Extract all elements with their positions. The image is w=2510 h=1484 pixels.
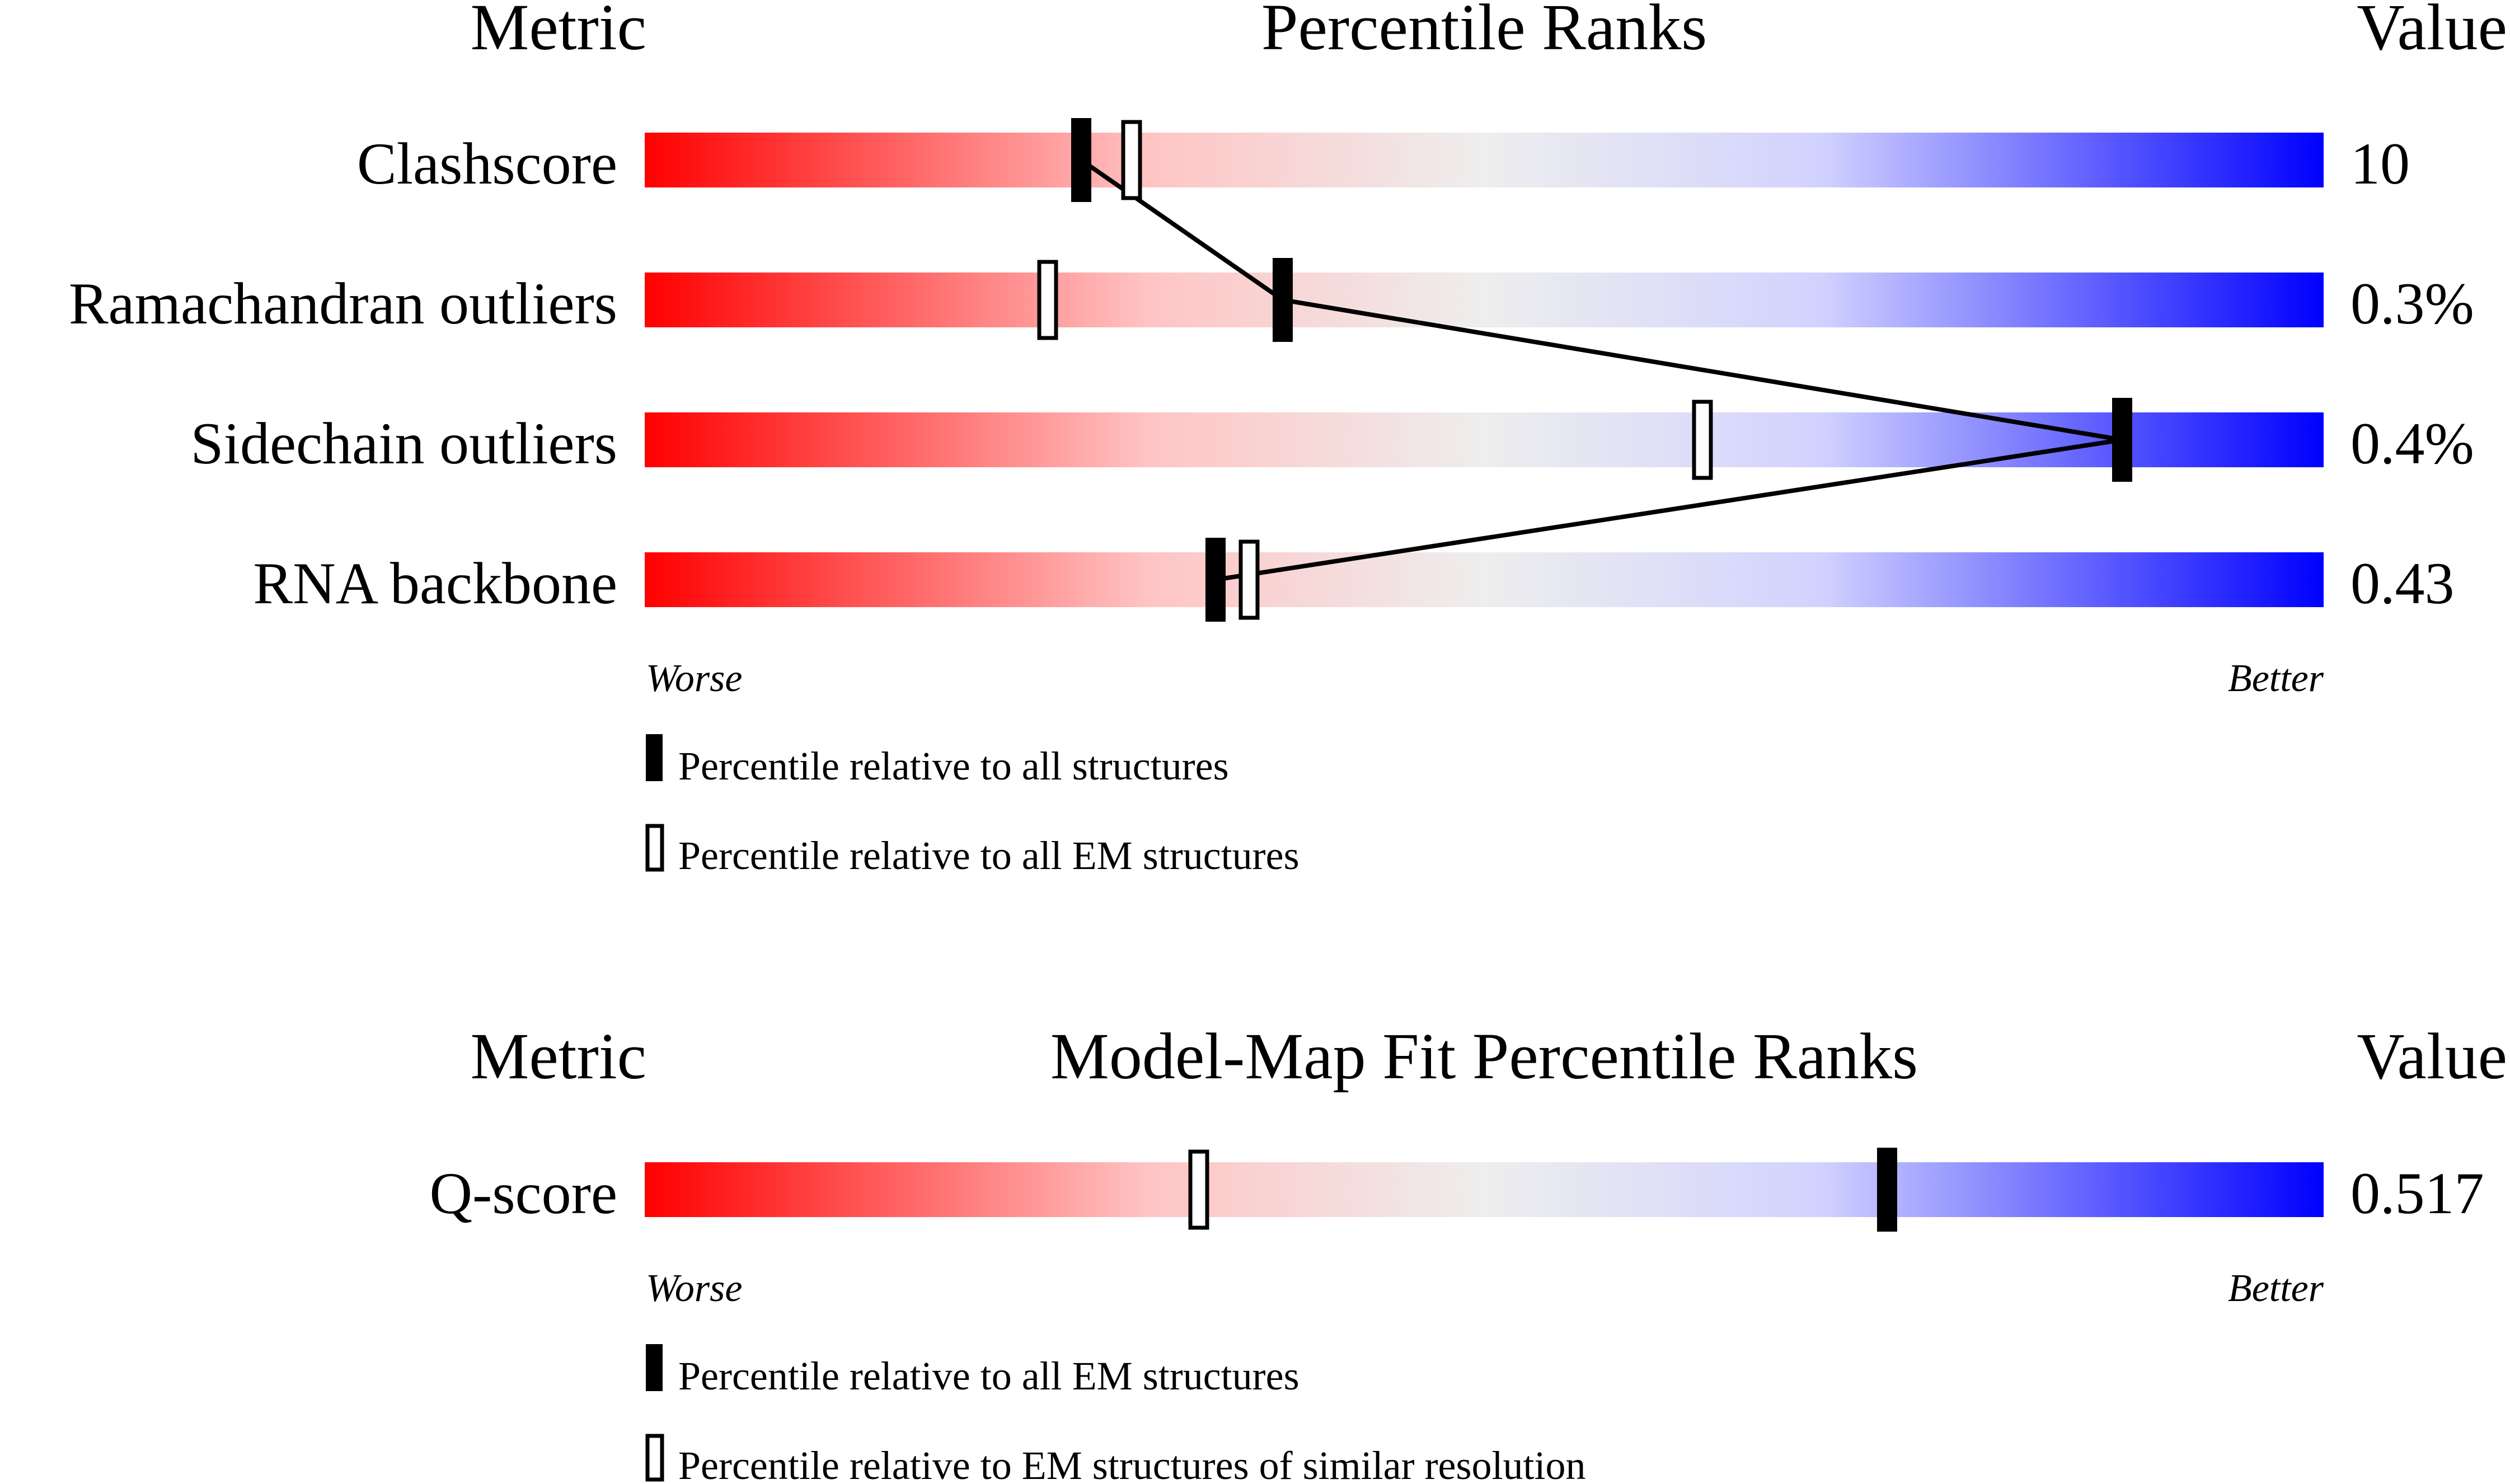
legend-hollow-swatch: [645, 1434, 664, 1482]
legend-filled-swatch: [646, 734, 663, 781]
em-percentile-marker: [1238, 539, 1260, 620]
metric-row-ramachandran-outliers: Ramachandran outliers 0.3%: [69, 271, 2474, 336]
em-percentile-marker: [1037, 260, 1058, 340]
worse-label: Worse: [646, 1267, 742, 1310]
metric-value: 0.517: [2351, 1161, 2484, 1226]
metric-label: Clashscore: [357, 131, 617, 196]
chart-title: Percentile Ranks: [1261, 0, 1707, 64]
all-percentile-marker: [1877, 1148, 1897, 1232]
metric-row-q-score: Q-score 0.517: [430, 1161, 2484, 1226]
legend-hollow-swatch: [645, 824, 664, 872]
legend: Percentile relative to all EM structures…: [645, 1344, 1586, 1484]
value-header: Value: [2357, 1020, 2507, 1093]
metric-label: RNA backbone: [253, 551, 617, 616]
percentile-bar: [645, 1162, 2324, 1217]
all-percentile-marker: [1205, 538, 1226, 622]
value-header: Value: [2357, 0, 2507, 64]
metric-header: Metric: [470, 0, 646, 64]
all-percentile-marker: [1273, 258, 1293, 342]
better-label: Better: [2228, 1267, 2324, 1310]
metric-header: Metric: [470, 1020, 646, 1093]
legend-filled-label: Percentile relative to all EM structures: [678, 1354, 1299, 1398]
connector-line: [1080, 158, 2123, 582]
percentile-markers: [1037, 118, 2132, 622]
metric-value: 10: [2351, 131, 2410, 196]
metric-value: 0.3%: [2351, 271, 2474, 336]
percentile-bar: [645, 552, 2324, 607]
percentile-markers: [1188, 1148, 1897, 1232]
worse-label: Worse: [646, 657, 742, 700]
legend-filled-swatch: [646, 1344, 663, 1391]
metric-value: 0.43: [2351, 551, 2455, 616]
legend-hollow-label: Percentile relative to all EM structures: [678, 833, 1299, 878]
legend-hollow-label: Percentile relative to EM structures of …: [678, 1443, 1586, 1484]
metric-row-rna-backbone: RNA backbone 0.43: [253, 551, 2454, 616]
better-label: Better: [2228, 657, 2324, 700]
percentile-bar: [645, 412, 2324, 467]
em-percentile-marker: [1121, 120, 1142, 200]
all-percentile-marker: [1071, 118, 1091, 202]
metric-label: Ramachandran outliers: [69, 271, 617, 336]
legend-filled-label: Percentile relative to all structures: [678, 744, 1229, 788]
legend: Percentile relative to all structures Pe…: [645, 734, 1299, 878]
metric-row-clashscore: Clashscore 10: [357, 131, 2410, 196]
metric-label: Q-score: [430, 1161, 618, 1226]
metric-value: 0.4%: [2351, 411, 2474, 476]
all-percentile-marker: [2112, 398, 2132, 482]
percentile-bar: [645, 273, 2324, 327]
percentile-bar: [645, 133, 2324, 187]
em-percentile-marker: [1188, 1149, 1209, 1230]
em-percentile-marker: [1692, 400, 1713, 480]
metric-label: Sidechain outliers: [191, 411, 617, 476]
chart-title: Model-Map Fit Percentile Ranks: [1050, 1020, 1918, 1093]
metric-row-sidechain-outliers: Sidechain outliers 0.4%: [191, 411, 2474, 476]
